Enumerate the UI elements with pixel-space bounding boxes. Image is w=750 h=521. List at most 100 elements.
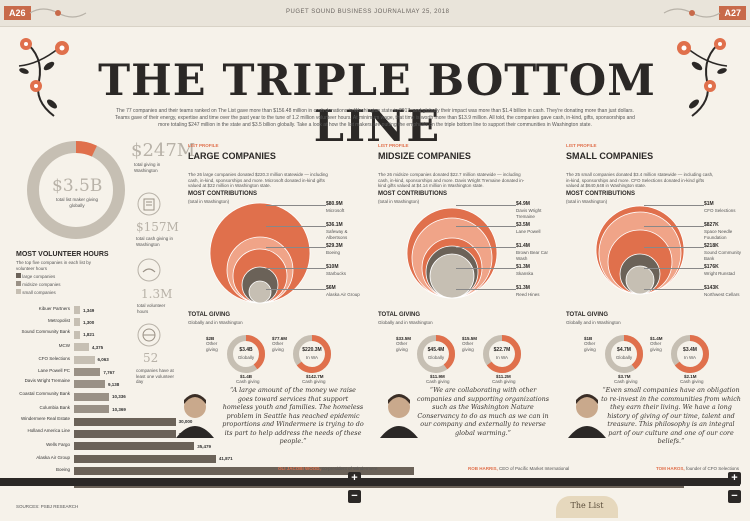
contribution-circle <box>429 253 475 299</box>
the-list-tab[interactable]: The List <box>556 496 618 518</box>
contrib-name: CFO Selections <box>704 208 736 213</box>
quote-attribution: ROB HARRIS, CEO of Pacific Market Intern… <box>468 466 570 471</box>
volunteer-hours-value: 1.3M <box>141 287 173 301</box>
contrib-name: Wright Runstad <box>704 271 735 276</box>
section-description: The 25 small companies donated $3.4 mill… <box>566 172 714 188</box>
giving-cash-value: $11.9M <box>430 374 445 379</box>
contrib-leader-line <box>456 268 516 269</box>
global-giving-label: total list maker giving globally <box>55 197 99 208</box>
contribution-circle <box>625 265 655 295</box>
contrib-value: $4.9M <box>516 201 530 207</box>
giving-center-value: $220.3M <box>302 347 322 353</box>
giving-center-value: $45.4M <box>427 347 445 353</box>
giving-center-value: $3.4M <box>683 347 697 353</box>
contrib-leader-line <box>266 247 326 248</box>
section-tag: LIST PROFILE <box>378 143 409 148</box>
intro-paragraph: The 77 companies and their teams ranked … <box>115 108 635 128</box>
contrib-leader-line <box>456 247 516 248</box>
giving-other-value: $1.4M <box>650 336 663 341</box>
zoom-in-button-right[interactable]: + <box>728 472 741 485</box>
volunteer-row-value: 41,871 <box>218 456 233 462</box>
contrib-leader-line <box>266 205 326 206</box>
giving-cash-value: $1.4B <box>240 374 253 379</box>
contrib-name: Alaska Air Group <box>326 292 360 297</box>
contrib-leader-line <box>644 268 704 269</box>
contrib-value: $143K <box>704 285 719 291</box>
legend-large: large companies <box>16 273 55 280</box>
page-number-left: A26 <box>4 6 31 20</box>
volunteer-bar <box>74 442 195 451</box>
contrib-value: $80.9M <box>326 201 343 207</box>
giving-donut <box>483 335 521 373</box>
giving-title: TOTAL GIVING <box>378 312 421 318</box>
contrib-name: Boeing <box>326 250 341 255</box>
contrib-value: $218K <box>704 243 719 249</box>
giving-cash-value: $142.7M <box>306 374 324 379</box>
horizontal-scrollbar[interactable] <box>0 478 740 486</box>
giving-other-label: Other giving <box>462 341 474 352</box>
volunteer-row-value: 6,063 <box>97 357 109 363</box>
contrib-subtitle: (total in Washington) <box>188 199 230 204</box>
giving-cash-label: Cash giving <box>492 379 516 384</box>
contrib-leader-line <box>644 205 704 206</box>
giving-other-label: Other giving <box>206 341 218 352</box>
contrib-subtitle: (total in Washington) <box>378 199 420 204</box>
section-tag: LIST PROFILE <box>566 143 597 148</box>
volunteer-row-label: Boeing <box>55 467 70 473</box>
giving-cash-value: $2.1M <box>684 374 697 379</box>
volunteer-row-value: 9,138 <box>107 381 120 387</box>
quote-attribution: OLI JACOBI WOOD, co-president of Winderm… <box>278 466 378 471</box>
zoom-out-button-right[interactable]: − <box>728 490 741 503</box>
contrib-title: MOST CONTRIBUTIONS <box>566 191 635 197</box>
pull-quote: “We are collaborating with other compani… <box>416 386 549 437</box>
giving-other-value: $77.6M <box>272 336 288 341</box>
volunteer-row-label: Windermere Real Estate <box>20 415 70 421</box>
volunteer-row-value: 35,479 <box>197 443 211 449</box>
portrait-photo <box>176 394 214 438</box>
portrait-photo <box>568 394 606 438</box>
contrib-leader-line <box>644 247 704 248</box>
volunteer-row-label: Columbia Bank <box>39 405 70 411</box>
giving-donut <box>227 335 265 373</box>
giving-other-label: Other giving <box>396 341 408 352</box>
section-description: The 26 midsize companies donated $22.7 m… <box>378 172 525 188</box>
volunteer-row-label: Sound Community Bank <box>21 328 70 334</box>
volunteer-bar <box>74 392 110 401</box>
section-description: The 26 large companies donated $220.3 mi… <box>188 172 328 188</box>
volunteer-hours-title: MOST VOLUNTEER HOURS <box>16 251 109 258</box>
giving-cash-label: Cash giving <box>426 379 450 384</box>
giving-donut <box>605 335 643 373</box>
giving-cash-label: Cash giving <box>236 379 260 384</box>
companies-value: 52 <box>143 351 159 365</box>
giving-subtitle: Globally and in Washington <box>378 320 433 325</box>
wa-giving-value: $247M <box>131 140 196 161</box>
volunteer-row-label: Wells Fargo <box>46 442 70 448</box>
volunteer-bar <box>74 430 176 438</box>
contrib-subtitle: (total in Washington) <box>566 199 608 204</box>
contrib-leader-line <box>456 289 516 290</box>
volunteer-bar <box>74 355 95 364</box>
giving-center-label: Globally <box>237 355 255 360</box>
contributions-nested-circles <box>209 202 311 304</box>
contrib-name: Lane Powell <box>516 229 541 234</box>
volunteer-bar <box>74 454 216 463</box>
giving-title: TOTAL GIVING <box>188 312 231 318</box>
globe-icon <box>137 323 161 347</box>
zoom-out-button[interactable]: − <box>348 490 361 503</box>
page-number-right: A27 <box>719 6 746 20</box>
volunteer-row-value: 1,821 <box>83 332 95 338</box>
contrib-title: MOST CONTRIBUTIONS <box>378 191 447 197</box>
contrib-value: $1.3M <box>516 264 530 270</box>
volunteer-row-value: 1,300 <box>83 319 95 325</box>
pull-quote: “Even small companies have an obligation… <box>601 386 741 445</box>
volunteer-row-label: Alaska Air Group <box>36 454 70 460</box>
contrib-value: $29.3M <box>326 243 343 249</box>
contrib-value: $1.3M <box>516 285 530 291</box>
volunteer-row-value: 10,369 <box>112 406 126 412</box>
contrib-value: $3.5M <box>516 222 530 228</box>
volunteer-bar <box>74 368 101 376</box>
legend-small: small companies <box>16 289 56 296</box>
publication-name: PUGET SOUND BUSINESS JOURNAL <box>286 9 406 15</box>
zoom-in-button[interactable]: + <box>348 472 361 485</box>
giving-subtitle: Globally and in Washington <box>566 320 621 325</box>
